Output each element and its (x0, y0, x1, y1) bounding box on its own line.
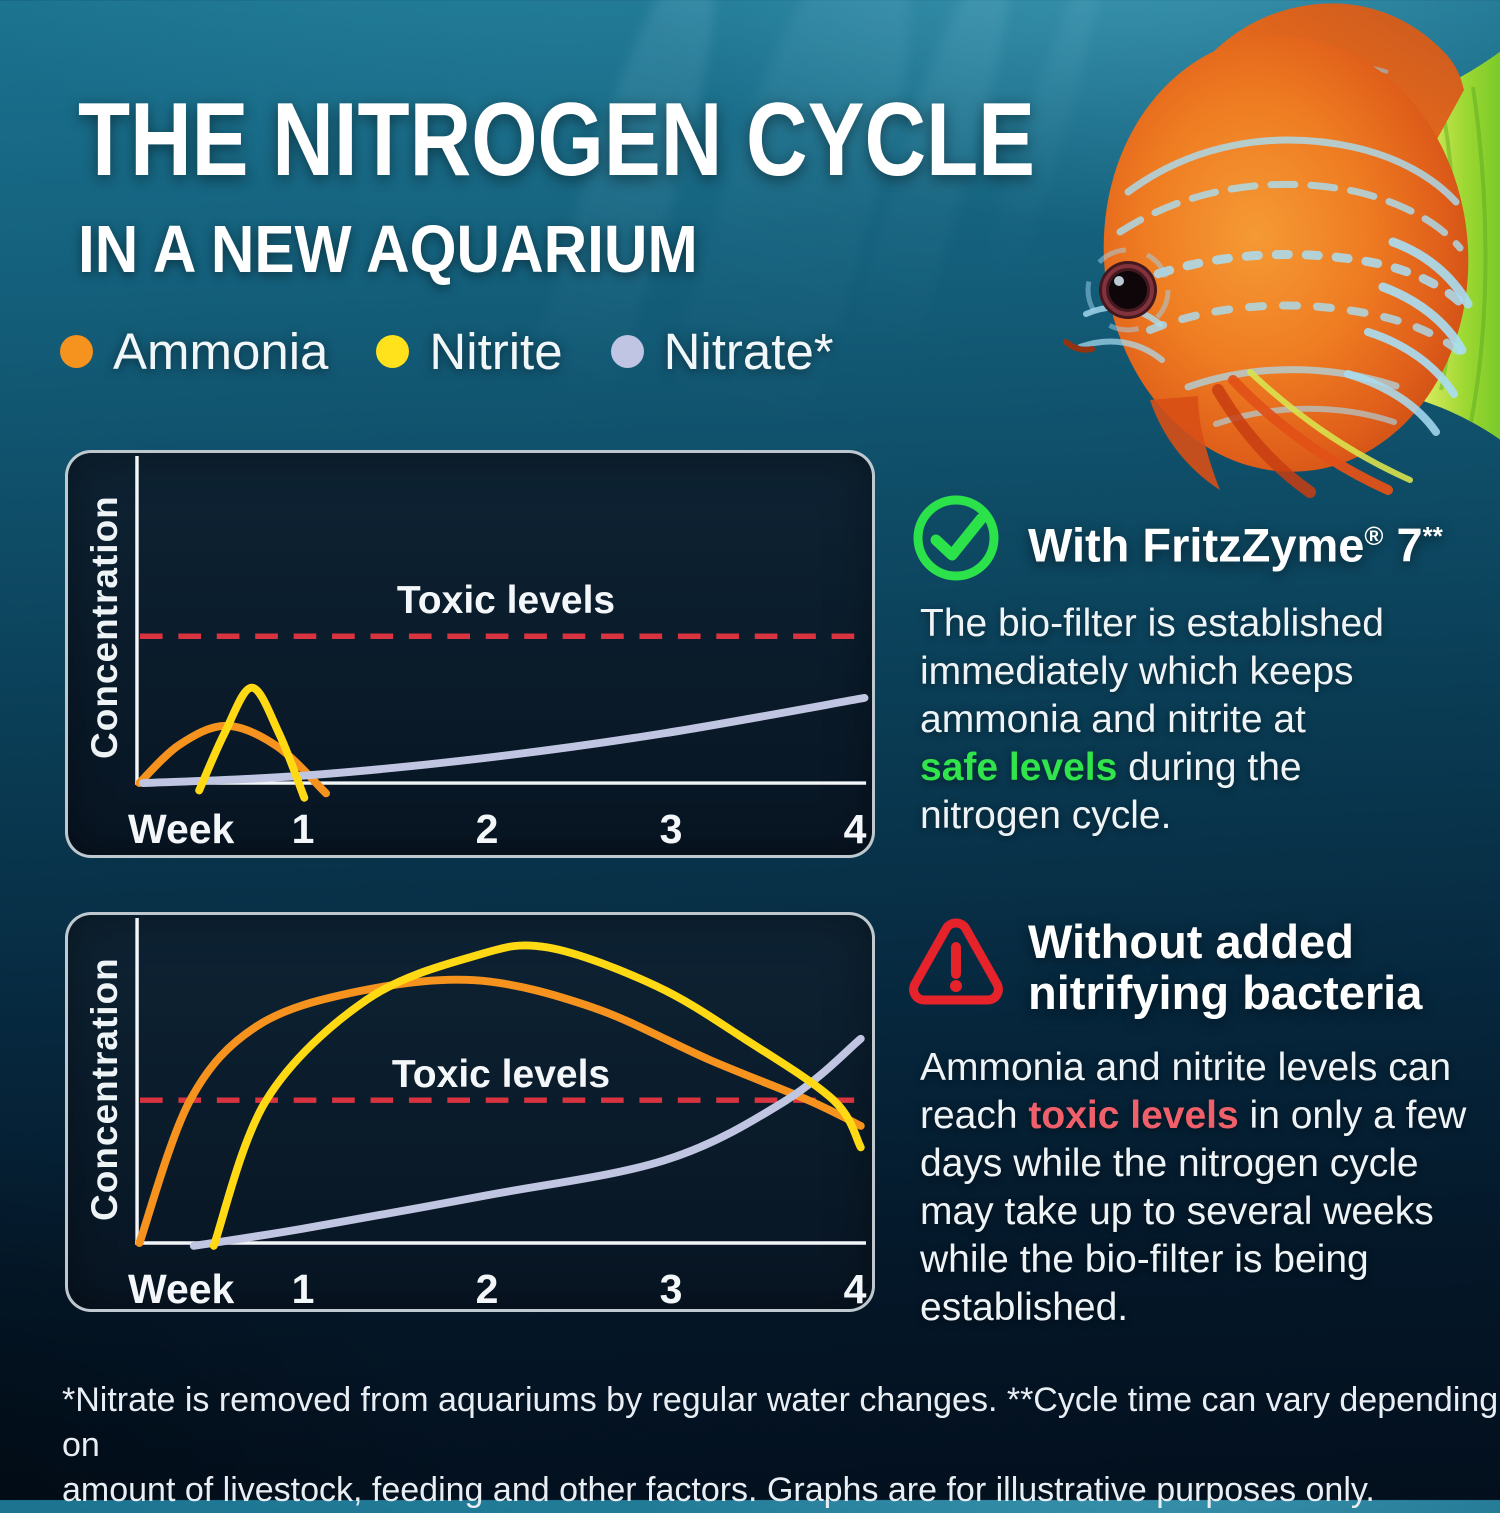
x-tick-1: 1 (291, 806, 315, 852)
body-line: while the bio-filter is being (920, 1236, 1466, 1284)
heading-line: nitrifying bacteria (1028, 966, 1423, 1019)
body-line: safe levels during the (920, 744, 1384, 792)
body-line: ammonia and nitrite at (920, 696, 1384, 744)
section-heading-with-fritzzyme: With FritzZyme® 7** (1028, 512, 1443, 571)
body-text: in only a few (1238, 1094, 1467, 1137)
chart-plot-area (135, 455, 869, 802)
x-tick-2: 2 (475, 806, 499, 852)
footnote-line: *Nitrate is removed from aquariums by re… (62, 1381, 1499, 1464)
heading-text: With FritzZyme (1028, 518, 1365, 572)
body-text: nitrogen cycle. (920, 794, 1172, 837)
x-axis-label: Week (128, 806, 235, 852)
check-circle-icon (913, 495, 999, 581)
footnote: *Nitrate is removed from aquariums by re… (62, 1378, 1500, 1513)
heading-line: Without added (1028, 915, 1354, 968)
legend-label: Ammonia (113, 323, 329, 380)
x-tick-1: 1 (291, 1266, 315, 1312)
discus-fish-image (1063, 3, 1500, 498)
fish-anal-fin (1150, 396, 1220, 490)
fish-mouth (1063, 339, 1095, 353)
legend: Ammonia Nitrite Nitrate* (60, 322, 834, 381)
legend-label: Nitrate* (663, 323, 834, 380)
toxic-levels-highlight: toxic levels (1028, 1094, 1239, 1137)
body-text: established. (920, 1286, 1129, 1329)
legend-item-nitrate: Nitrate* (610, 322, 834, 381)
section-body-without-bacteria: Ammonia and nitrite levels can reach tox… (920, 1044, 1466, 1332)
series-line-nitrate (139, 693, 869, 788)
toxic-levels-label: Toxic levels (391, 1053, 611, 1096)
chart-plot-area (135, 917, 866, 1250)
x-tick-3: 3 (659, 1266, 683, 1312)
legend-item-ammonia: Ammonia (60, 322, 328, 381)
x-axis-label: Week (128, 1266, 235, 1312)
y-axis-label: Concentration (84, 957, 125, 1221)
body-text: Ammonia and nitrite levels can (920, 1046, 1452, 1089)
body-line: nitrogen cycle. (920, 792, 1384, 840)
x-tick-2: 2 (475, 1266, 499, 1312)
ammonia-dot-icon (60, 335, 93, 368)
body-line: may take up to several weeks (920, 1188, 1466, 1236)
section-heading-without-bacteria: Without added nitrifying bacteria (1028, 916, 1422, 1018)
title-sub: IN A NEW AQUARIUM (78, 212, 698, 287)
body-text: while the bio-filter is being (920, 1238, 1369, 1281)
body-text: during the (1117, 746, 1302, 789)
registered-mark: ® (1364, 523, 1384, 551)
body-line: The bio-filter is established (920, 600, 1384, 648)
body-text: ammonia and nitrite at (920, 698, 1306, 741)
title-main: THE NITROGEN CYCLE (78, 82, 1036, 198)
x-tick-3: 3 (659, 806, 683, 852)
series-line-nitrite (195, 683, 309, 802)
body-text: immediately which keeps (920, 650, 1354, 693)
nitrite-dot-icon (376, 335, 410, 368)
chart-without-bacteria: Concentration Toxic levels Week 1 2 3 4 (65, 912, 875, 1312)
fish-body-pattern (1077, 136, 1473, 436)
fish-eye (1085, 247, 1171, 333)
legend-label: Nitrite (429, 323, 563, 380)
toxic-levels-label: Toxic levels (396, 579, 616, 622)
heading-text: 7 (1383, 518, 1423, 572)
safe-levels-highlight: safe levels (920, 746, 1118, 789)
nitrate-dot-icon (610, 335, 644, 368)
y-axis-label: Concentration (84, 495, 125, 759)
body-line: days while the nitrogen cycle (920, 1140, 1466, 1188)
x-tick-4: 4 (843, 806, 867, 852)
series-line-nitrate (189, 1034, 865, 1250)
footnote-marker: ** (1422, 523, 1443, 551)
body-text: may take up to several weeks (920, 1190, 1434, 1233)
body-text: days while the nitrogen cycle (920, 1142, 1419, 1185)
body-text: reach (920, 1094, 1029, 1137)
body-line: immediately which keeps (920, 648, 1384, 696)
section-body-with-fritzzyme: The bio-filter is established immediatel… (920, 600, 1384, 840)
page-title: THE NITROGEN CYCLE IN A NEW AQUARIUM (78, 88, 1245, 283)
fish-ventral-fins (1212, 369, 1413, 498)
body-line: reach toxic levels in only a few (920, 1092, 1466, 1140)
warning-triangle-icon (909, 918, 1003, 1005)
series-line-nitrite (209, 941, 865, 1250)
legend-item-nitrite: Nitrite (376, 322, 563, 381)
x-tick-4: 4 (843, 1266, 867, 1312)
body-line: Ammonia and nitrite levels can (920, 1044, 1466, 1092)
body-text: The bio-filter is established (920, 602, 1384, 645)
footnote-line: amount of livestock, feeding and other f… (62, 1471, 1375, 1509)
chart-with-fritzzyme: Concentration Toxic levels Week 1 2 3 4 (65, 450, 875, 858)
series-line-ammonia (135, 975, 865, 1247)
body-line: established. (920, 1284, 1466, 1332)
